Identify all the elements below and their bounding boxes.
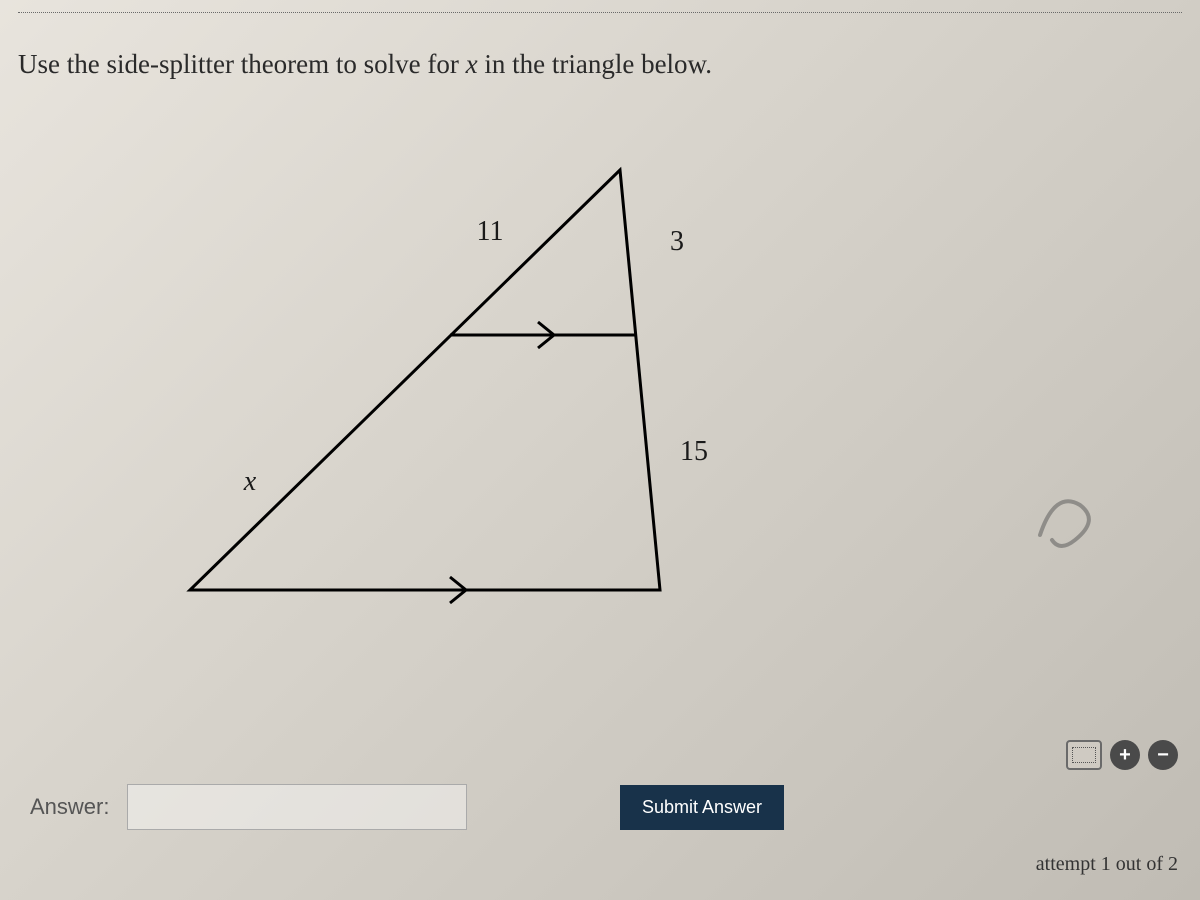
attempt-counter: attempt 1 out of 2	[1036, 853, 1178, 876]
triangle-figure: 11 3 15 x	[150, 120, 750, 640]
tool-strip: + −	[1066, 740, 1178, 770]
label-top-right: 3	[670, 226, 684, 257]
question-prompt: Use the side-splitter theorem to solve f…	[18, 49, 1200, 80]
zoom-out-icon[interactable]: −	[1148, 740, 1178, 770]
pen-scribble-icon	[1020, 480, 1110, 560]
figure-area: 11 3 15 x	[0, 80, 1200, 640]
answer-row: Answer:	[30, 784, 467, 830]
zoom-in-icon[interactable]: +	[1110, 740, 1140, 770]
answer-input[interactable]	[127, 784, 467, 830]
label-mid-right: 15	[680, 436, 708, 467]
triangle-outline	[190, 170, 660, 590]
answer-label: Answer:	[30, 794, 109, 820]
label-bottom-left: x	[243, 466, 257, 497]
submit-button[interactable]: Submit Answer	[620, 785, 784, 830]
prompt-before: Use the side-splitter theorem to solve f…	[18, 49, 466, 79]
prompt-variable: x	[466, 49, 478, 79]
label-top-left: 11	[477, 216, 504, 247]
divider	[18, 12, 1182, 13]
keyboard-icon[interactable]	[1066, 740, 1102, 770]
prompt-after: in the triangle below.	[478, 49, 712, 79]
